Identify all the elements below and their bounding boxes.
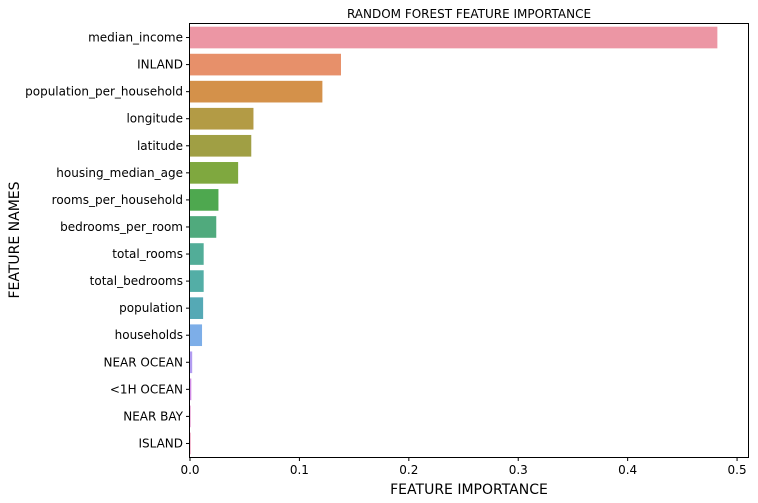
y-tick-label-12: NEAR OCEAN (103, 355, 183, 369)
bar-6 (190, 189, 219, 211)
bar-4 (190, 134, 252, 157)
y-tick-label-14: NEAR BAY (123, 409, 183, 423)
bar-11 (190, 324, 203, 347)
y-tick-label-9: total_bedrooms (90, 274, 183, 288)
bar-3 (190, 107, 254, 130)
x-tick-label-5: 0.5 (728, 463, 747, 477)
x-ticks: 0.0 0.1 0.2 0.3 0.4 0.5 (180, 457, 747, 477)
bar-0 (190, 26, 718, 49)
y-axis-label: FEATURE NAMES (7, 181, 23, 298)
y-tick-label-4: latitude (137, 139, 183, 153)
bar-8 (190, 243, 204, 265)
y-tick-label-5: housing_median_age (56, 166, 183, 180)
chart-title: RANDOM FOREST FEATURE IMPORTANCE (347, 7, 591, 21)
bar-15 (190, 432, 191, 455)
bar-2 (190, 80, 323, 103)
y-tick-label-13: <1H OCEAN (110, 382, 183, 396)
plot-frame (189, 23, 749, 458)
y-tick-label-6: rooms_per_household (52, 193, 183, 207)
bar-5 (190, 162, 239, 184)
bars-group (190, 26, 718, 455)
y-tick-label-1: INLAND (137, 58, 183, 72)
bar-13 (190, 378, 192, 401)
y-tick-label-0: median_income (88, 31, 183, 45)
x-tick-label-3: 0.3 (509, 463, 528, 477)
x-axis-label: FEATURE IMPORTANCE (390, 482, 548, 498)
y-tick-label-7: bedrooms_per_room (60, 220, 183, 234)
y-tick-label-11: households (115, 328, 183, 342)
y-tick-label-15: ISLAND (138, 436, 183, 450)
bar-7 (190, 216, 217, 238)
bar-12 (190, 351, 193, 374)
y-tick-label-10: population (119, 301, 183, 315)
y-tick-label-2: population_per_household (25, 85, 183, 99)
x-tick-label-0: 0.0 (180, 463, 199, 477)
bar-10 (190, 297, 204, 319)
x-tick-label-4: 0.4 (618, 463, 637, 477)
y-tick-labels: median_income INLAND population_per_househ… (25, 31, 184, 451)
bar-9 (190, 270, 204, 292)
x-tick-label-1: 0.1 (290, 463, 309, 477)
x-tick-label-2: 0.2 (399, 463, 418, 477)
y-tick-label-8: total_rooms (112, 247, 183, 261)
bar-1 (190, 53, 341, 76)
bar-14 (190, 405, 191, 428)
y-tick-label-3: longitude (126, 112, 183, 126)
